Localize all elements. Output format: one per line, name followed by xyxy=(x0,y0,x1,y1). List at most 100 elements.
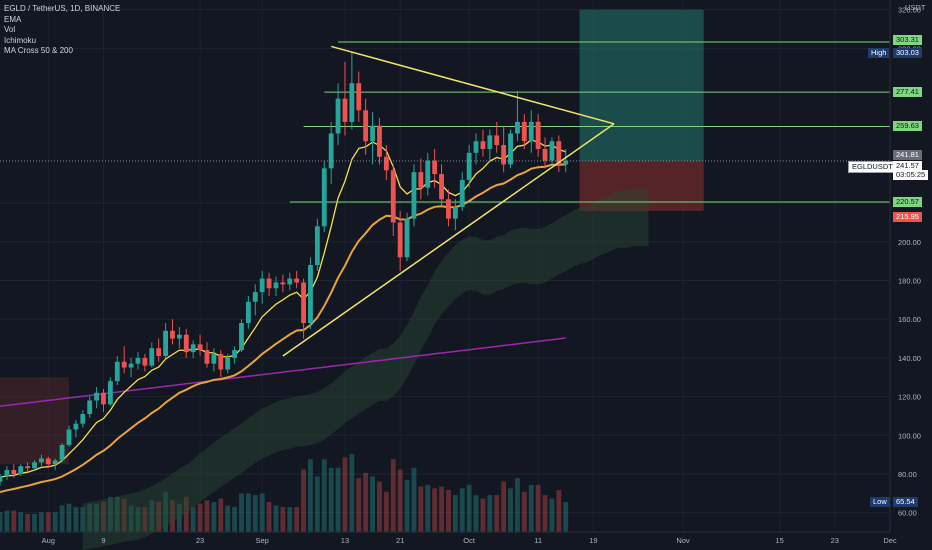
high-value: 303.03 xyxy=(893,47,922,58)
volume-bar xyxy=(556,490,562,532)
legend-vol[interactable]: Vol xyxy=(4,25,16,34)
high-badge: High xyxy=(868,47,890,58)
volume-bar xyxy=(0,512,3,532)
volume-bar xyxy=(197,503,203,532)
level-303-tag: 303.31 xyxy=(893,34,922,45)
candle-body xyxy=(149,348,155,366)
volume-bar xyxy=(294,507,300,532)
volume-bar xyxy=(342,457,348,532)
volume-bar xyxy=(425,484,431,532)
candle-body xyxy=(163,330,168,356)
horizontal-levels xyxy=(289,41,890,203)
countdown-tag: 03:05:25 xyxy=(893,170,929,181)
chart-legend: EGLD / TetherUS, 1D, BINANCE EMA Vol Ich… xyxy=(4,4,120,57)
level-220-tag: 220.57 xyxy=(893,197,922,208)
candle-body xyxy=(301,282,306,324)
time-tick-label: 23 xyxy=(831,536,839,545)
ma50-line xyxy=(0,163,566,493)
volume-bar xyxy=(156,501,162,532)
time-axis[interactable]: Aug 9 23 Sep 13 21 Oct 11 19 Nov 15 23 Dec xyxy=(0,531,897,545)
volume-bar xyxy=(563,501,569,532)
candle-body xyxy=(556,141,562,165)
low-value: 65.54 xyxy=(893,496,918,507)
candle-body xyxy=(11,470,17,474)
candle-body xyxy=(156,348,162,356)
trend-lines xyxy=(282,45,615,357)
ema-line xyxy=(0,139,566,479)
candle-body xyxy=(0,475,3,482)
volume-bar xyxy=(487,495,493,532)
volume-bar xyxy=(11,510,17,532)
candle-body xyxy=(128,363,134,368)
volume-bars xyxy=(0,454,569,532)
candle-body xyxy=(418,172,424,188)
candle-body xyxy=(287,278,293,285)
volume-bar xyxy=(170,500,175,532)
volume-bar xyxy=(439,486,444,532)
volume-bar xyxy=(301,469,306,532)
candle-body xyxy=(383,156,389,171)
time-tick-label: Oct xyxy=(463,536,476,545)
candle-body xyxy=(487,135,493,149)
candle-body xyxy=(549,141,555,161)
candle-body xyxy=(59,444,65,461)
volume-bar xyxy=(211,501,217,532)
candle-body xyxy=(107,381,113,405)
volume-bar xyxy=(314,476,320,532)
volume-bar xyxy=(94,503,100,532)
legend-ichimoku[interactable]: Ichimoku xyxy=(4,35,37,45)
low-badge: Low xyxy=(870,496,890,507)
candle-body xyxy=(342,98,348,122)
volume-bar xyxy=(466,484,472,532)
price-tick-label: 120.00 xyxy=(898,393,921,402)
volume-bar xyxy=(142,507,148,532)
candle-body xyxy=(439,174,444,200)
volume-bar xyxy=(66,503,72,532)
volume-bar xyxy=(411,467,417,532)
volume-bar xyxy=(252,495,258,532)
volume-bar xyxy=(121,498,127,532)
candle-body xyxy=(411,172,417,219)
time-tick-label: Dec xyxy=(883,536,897,545)
volume-bar xyxy=(149,500,155,532)
candlesticks xyxy=(0,52,569,486)
candle-body xyxy=(170,330,175,339)
candle-body xyxy=(121,361,127,368)
candle-body xyxy=(356,83,362,111)
level-241-tag: 241.81 xyxy=(893,149,922,160)
price-tick-label: 140.00 xyxy=(898,354,921,363)
volume-bar xyxy=(508,488,513,532)
candle-body xyxy=(308,265,313,324)
candle-body xyxy=(252,292,258,302)
volume-bar xyxy=(266,501,272,532)
candle-body xyxy=(314,226,320,266)
candle-body xyxy=(459,179,465,207)
candle-body xyxy=(176,334,182,339)
volume-bar xyxy=(225,505,231,532)
candle-body xyxy=(390,170,396,223)
volume-bar xyxy=(349,454,355,532)
volume-bar xyxy=(232,507,237,532)
volume-bar xyxy=(73,507,79,532)
candle-body xyxy=(94,392,100,401)
volume-bar xyxy=(521,491,527,532)
volume-bar xyxy=(308,459,313,532)
volume-bar xyxy=(280,507,286,532)
candle-body xyxy=(480,141,486,149)
time-tick-label: 13 xyxy=(341,536,349,545)
volume-bar xyxy=(321,459,327,532)
volume-bar xyxy=(32,513,37,532)
time-tick-label: Aug xyxy=(42,536,55,545)
candle-body xyxy=(349,83,355,122)
legend-ma-cross[interactable]: MA Cross 50 & 200 xyxy=(4,46,73,55)
volume-bar xyxy=(163,491,168,532)
candle-body xyxy=(521,121,527,142)
legend-ema[interactable]: EMA xyxy=(4,14,22,24)
candle-body xyxy=(245,301,251,324)
candle-body xyxy=(197,344,203,351)
candle-body xyxy=(294,278,300,283)
time-tick-label: Nov xyxy=(676,536,690,545)
volume-bar xyxy=(204,500,210,532)
legend-title[interactable]: EGLD / TetherUS, 1D, BINANCE xyxy=(4,4,121,13)
